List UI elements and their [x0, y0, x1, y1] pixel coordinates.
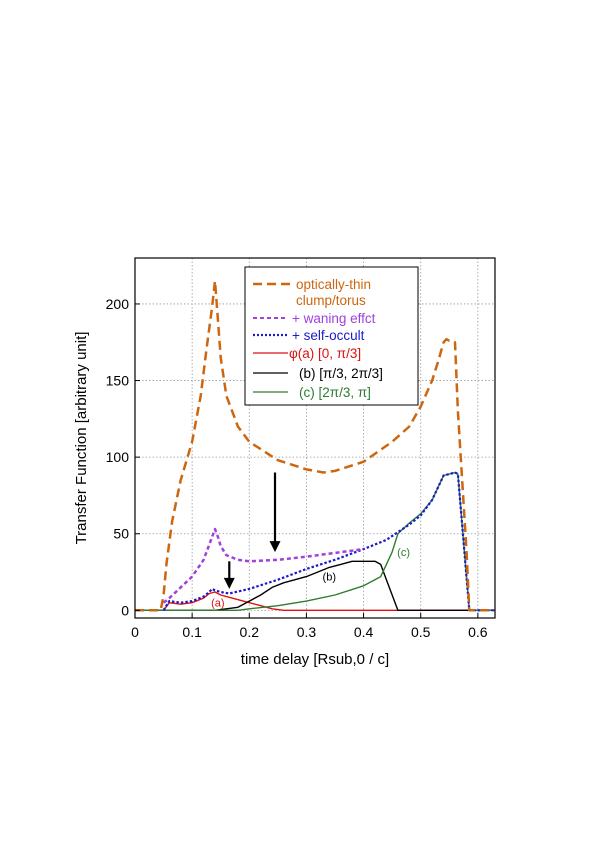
series-layer [135, 279, 495, 612]
legend-label-waning: + waning effct [292, 311, 376, 326]
series-line-4 [135, 560, 495, 611]
annotations-layer: (a) (b) (c) [211, 547, 410, 610]
tick-marks [134, 303, 479, 618]
arrows-layer [223, 472, 281, 589]
legend-label-a: φ(a) [0, π/3] [289, 346, 361, 361]
legend-label-optically-thin: optically-thin [296, 277, 371, 292]
plot-frame [134, 257, 496, 619]
tick-labels: 0 0.1 0.2 0.3 0.4 0.5 0.6 0 50 100 150 200 [106, 296, 488, 640]
legend: optically-thin clump/torus + waning effc… [244, 266, 419, 406]
series-annotation: (b) [323, 572, 336, 584]
x-tick-label: 0 [131, 624, 139, 640]
legend-label-self-occult: + self-occult [292, 328, 365, 343]
x-tick-label: 0.6 [468, 624, 488, 640]
series-line-5 [135, 471, 495, 611]
y-tick-label: 200 [106, 296, 130, 312]
y-tick-label: 150 [106, 373, 130, 389]
x-axis-label: time delay [Rsub,0 / c] [241, 651, 389, 668]
series-line-0 [135, 279, 495, 612]
series-line-2 [162, 471, 495, 612]
legend-label-b: (b) [π/3, 2π/3] [299, 366, 383, 381]
series-line-3 [135, 591, 495, 611]
x-tick-label: 0.2 [240, 624, 260, 640]
y-axis-label: Transfer Function [arbitrary unit] [73, 332, 90, 545]
legend-label-clump-torus: clump/torus [296, 293, 366, 308]
series-line-1 [162, 527, 364, 604]
arrow-head [269, 541, 281, 553]
y-tick-label: 0 [121, 602, 129, 618]
x-tick-label: 0.1 [182, 624, 202, 640]
x-tick-label: 0.5 [411, 624, 431, 640]
series-annotation: (a) [211, 598, 224, 610]
x-tick-label: 0.3 [297, 624, 317, 640]
series-annotation: (c) [397, 547, 410, 559]
arrow-head [223, 577, 235, 589]
legend-label-c: (c) [2π/3, π] [299, 385, 371, 400]
x-tick-label: 0.4 [354, 624, 374, 640]
y-tick-label: 100 [106, 449, 130, 465]
y-tick-label: 50 [113, 526, 129, 542]
